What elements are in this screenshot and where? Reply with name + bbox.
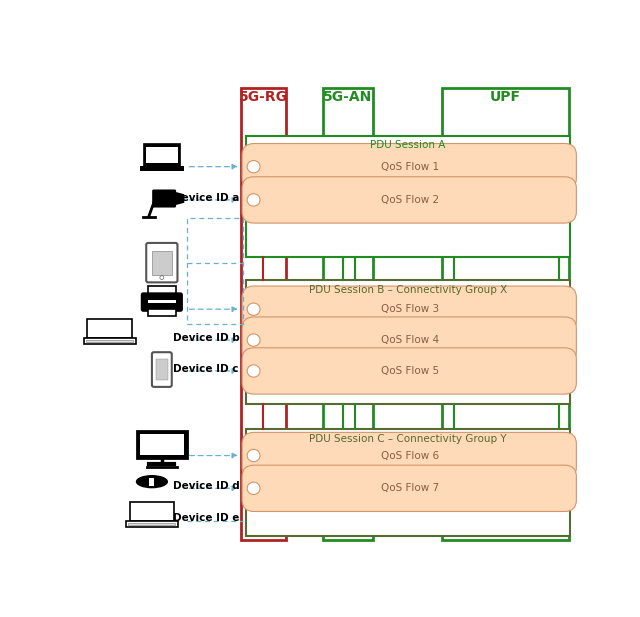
Text: Device ID c: Device ID c [173, 363, 239, 374]
Bar [323, 88, 372, 540]
FancyBboxPatch shape [141, 292, 183, 312]
Text: QoS Flow 1: QoS Flow 1 [381, 162, 439, 172]
Bar [241, 88, 286, 540]
Bar [150, 478, 154, 486]
Bar [246, 280, 570, 404]
Circle shape [247, 334, 260, 346]
Circle shape [247, 449, 260, 462]
Circle shape [247, 482, 260, 494]
FancyBboxPatch shape [242, 286, 577, 333]
Bar [246, 136, 570, 257]
FancyBboxPatch shape [242, 177, 577, 223]
Text: PDU Session A: PDU Session A [370, 140, 445, 151]
Bar [129, 502, 174, 521]
Bar [152, 251, 172, 275]
Bar [86, 340, 133, 342]
Text: QoS Flow 6: QoS Flow 6 [381, 450, 439, 460]
Bar [84, 338, 136, 344]
Bar [129, 523, 175, 525]
FancyBboxPatch shape [152, 352, 172, 387]
Text: QoS Flow 2: QoS Flow 2 [381, 195, 439, 205]
FancyBboxPatch shape [146, 243, 177, 283]
FancyBboxPatch shape [152, 189, 176, 207]
Bar [143, 144, 180, 166]
Bar [88, 319, 132, 338]
Text: Device ID e: Device ID e [173, 513, 239, 523]
Text: QoS Flow 4: QoS Flow 4 [381, 335, 439, 345]
Circle shape [247, 303, 260, 315]
Bar [140, 434, 184, 455]
FancyBboxPatch shape [242, 348, 577, 394]
Text: PDU Session B – Connectivity Group X: PDU Session B – Connectivity Group X [308, 284, 507, 295]
Bar [156, 359, 168, 380]
Bar [143, 144, 180, 166]
Text: Device ID a: Device ID a [173, 193, 239, 202]
Circle shape [247, 160, 260, 173]
Circle shape [247, 365, 260, 377]
Bar [137, 431, 187, 458]
Bar [187, 218, 243, 325]
Bar [442, 88, 568, 540]
Bar [148, 286, 176, 295]
Text: QoS Flow 7: QoS Flow 7 [381, 483, 439, 494]
Text: Device ID d: Device ID d [173, 481, 240, 491]
FancyBboxPatch shape [242, 317, 577, 363]
Text: QoS Flow 3: QoS Flow 3 [381, 304, 439, 314]
Ellipse shape [136, 475, 168, 488]
FancyBboxPatch shape [242, 465, 577, 511]
Bar [140, 166, 184, 172]
Text: UPF: UPF [490, 90, 521, 104]
FancyBboxPatch shape [242, 144, 577, 190]
Text: 5G-AN: 5G-AN [323, 90, 372, 104]
Text: Device ID b: Device ID b [173, 333, 240, 342]
Polygon shape [175, 192, 184, 205]
Text: QoS Flow 5: QoS Flow 5 [381, 366, 439, 376]
Bar [146, 147, 178, 164]
Text: PDU Session C – Connectivity Group Y: PDU Session C – Connectivity Group Y [309, 434, 507, 444]
FancyBboxPatch shape [242, 433, 577, 479]
Bar [148, 300, 176, 303]
Bar [148, 309, 176, 316]
Circle shape [247, 194, 260, 206]
Bar [246, 429, 570, 536]
Text: 5G-RG: 5G-RG [239, 90, 288, 104]
Bar [126, 521, 178, 527]
